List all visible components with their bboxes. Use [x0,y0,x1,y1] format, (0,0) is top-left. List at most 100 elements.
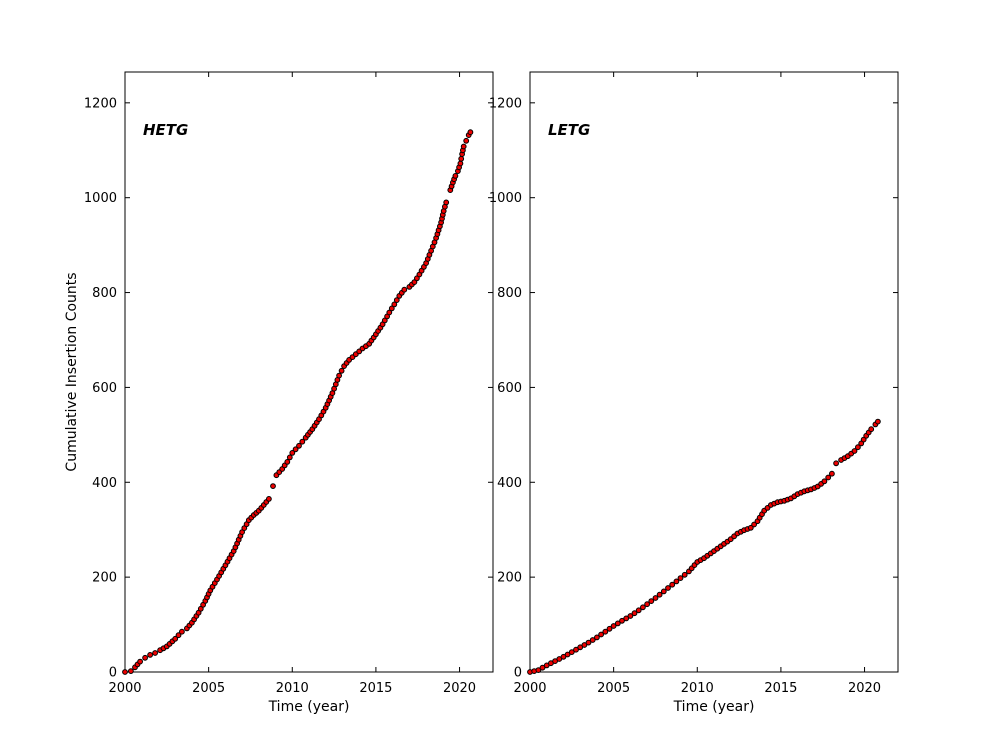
data-point [825,474,832,481]
data-point [652,595,659,601]
y-tick-label: 600 [497,381,522,396]
data-point [270,483,276,490]
y-tick-label: 600 [92,381,117,396]
data-point [681,571,688,578]
x-tick-label: 2015 [359,681,392,696]
y-tick-label: 0 [109,666,117,681]
data-point [179,628,185,635]
data-point [286,454,293,461]
data-point [172,635,179,642]
data-point [460,143,467,150]
data-point [175,632,182,639]
data-point [747,524,754,531]
data-point [457,160,464,167]
data-point [677,575,684,581]
x-tick-label: 2020 [443,681,476,696]
data-point [751,521,757,528]
data-point [458,155,465,162]
data-point [535,667,542,673]
data-point [142,654,149,661]
panel-hetg: 2000 2005 2010 2015 2020 0 200 400 600 800 1000 120… [64,71,494,715]
data-point [665,585,671,591]
data-point [292,446,299,453]
data-point [443,199,450,206]
data-point [602,628,609,635]
y-tick-label: 0 [514,666,522,681]
data-point [614,620,621,627]
data-point [122,669,128,675]
y-tick-label: 200 [497,571,522,586]
data-point [386,309,393,316]
data-point [289,450,296,456]
y-axis-label: Cumulative Insertion Counts [64,272,80,471]
x-tick-label: 2005 [192,681,225,696]
data-point [467,129,474,136]
data-point [635,607,642,614]
data-point [585,639,592,646]
data-point [868,426,875,433]
y-tick-label: 1000 [489,191,522,206]
data-point [564,651,571,658]
data-point [391,301,398,308]
hetg-series-points [122,129,474,675]
data-point [581,642,588,648]
y-tick-label: 1000 [84,191,117,206]
x-tick-label: 2000 [108,681,141,696]
y-tick-label: 400 [497,476,522,491]
x-axis-label: Time (year) [673,699,755,715]
axes-frame [529,71,899,673]
data-point [833,460,839,467]
data-point [598,631,604,638]
data-point [656,591,663,598]
data-point [623,615,630,622]
x-tick-label: 2000 [513,681,546,696]
panel-tag-letg: LETG [548,121,590,139]
data-point [673,578,680,585]
data-point [152,650,159,656]
data-point [393,297,400,304]
data-point [589,637,596,643]
data-point [539,664,546,671]
x-tick-label: 2020 [848,681,881,696]
data-point [821,478,828,485]
x-axis-label: Time (year) [268,699,350,715]
data-point [660,588,667,595]
data-point [452,173,459,179]
data-point [631,610,638,617]
y-tick-label: 800 [92,286,117,301]
data-point [577,644,584,651]
data-point [875,418,881,425]
axes-frame [124,71,494,673]
data-point [336,372,343,379]
panel-tag-hetg: HETG [143,121,188,139]
y-tick-label: 1200 [489,96,522,111]
data-point [296,442,302,449]
data-point [610,623,617,629]
data-point [137,658,144,665]
data-point [401,286,408,293]
letg-series-points [527,418,881,675]
data-point [463,137,470,144]
data-point [855,444,861,451]
y-tick-label: 800 [497,286,522,301]
data-point [829,470,835,477]
data-point [147,652,154,658]
data-point [640,604,646,611]
data-point [669,581,676,588]
data-point [851,448,858,454]
data-point [573,646,579,653]
data-point [606,625,613,632]
data-point [338,367,345,374]
data-point [644,601,650,608]
data-point [266,496,272,502]
x-tick-label: 2010 [276,681,309,696]
data-point [284,459,291,465]
data-point [388,305,395,312]
x-tick-label: 2010 [681,681,714,696]
data-point [619,617,625,624]
y-tick-label: 400 [92,476,117,491]
x-tick-label: 2015 [764,681,797,696]
y-tick-label: 1200 [84,96,117,111]
